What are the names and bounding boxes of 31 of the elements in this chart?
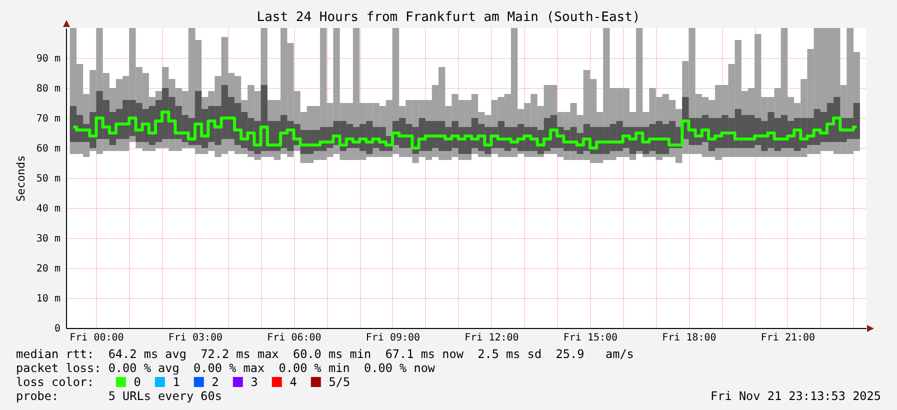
legend-label: 3 (250, 375, 258, 390)
y-axis-title: Seconds (14, 155, 28, 202)
legend-label: 1 (172, 375, 180, 390)
x-tick-label: Fri 15:00 (563, 332, 618, 344)
legend-title: loss color: (16, 375, 94, 389)
x-tick-label: Fri 21:00 (760, 332, 816, 344)
y-tick-label: 40 m (36, 204, 60, 214)
legend-label: 2 (212, 375, 219, 390)
y-tick-label: 80 m (36, 84, 60, 94)
text: median rtt: 64.2 ms avg 72.2 ms max 60.0 ms min 67.1 ms now 2.5 ms sd 25.9 am/s (16, 347, 634, 361)
y-tick-label: 70 m (36, 114, 60, 124)
x-tick-label: Fri 12:00 (464, 332, 519, 344)
legend-label: 4 (290, 375, 297, 390)
y-tick-label: 0 (54, 324, 60, 334)
x-tick-label: Fri 03:00 (168, 332, 223, 344)
y-tick-label: 90 m (36, 54, 60, 64)
text: packet loss: 0.00 % avg 0.00 % max 0.00 % min 0.00 % now (16, 361, 436, 375)
legend-label: 5/5 (328, 375, 350, 390)
x-tick-label: Fri 06:00 (267, 332, 322, 344)
text: Fri Nov 21 23:13:53 2025 (710, 389, 881, 403)
y-tick-label: 20 m (36, 264, 60, 274)
legend-label: 0 (134, 375, 141, 390)
text: probe: 5 URLs every 60s (16, 389, 222, 403)
x-tick-label: Fri 18:00 (662, 332, 716, 344)
chart-title: Last 24 Hours from Frankfurt am Main (South-East) (256, 10, 640, 25)
x-tick-label: Fri 00:00 (70, 332, 124, 344)
y-tick-label: 60 m (36, 144, 60, 154)
y-tick-label: 50 m (36, 174, 60, 184)
y-tick-label: 10 m (36, 294, 60, 304)
y-tick-label: 30 m (36, 234, 60, 244)
x-tick-label: Fri 09:00 (366, 332, 420, 344)
